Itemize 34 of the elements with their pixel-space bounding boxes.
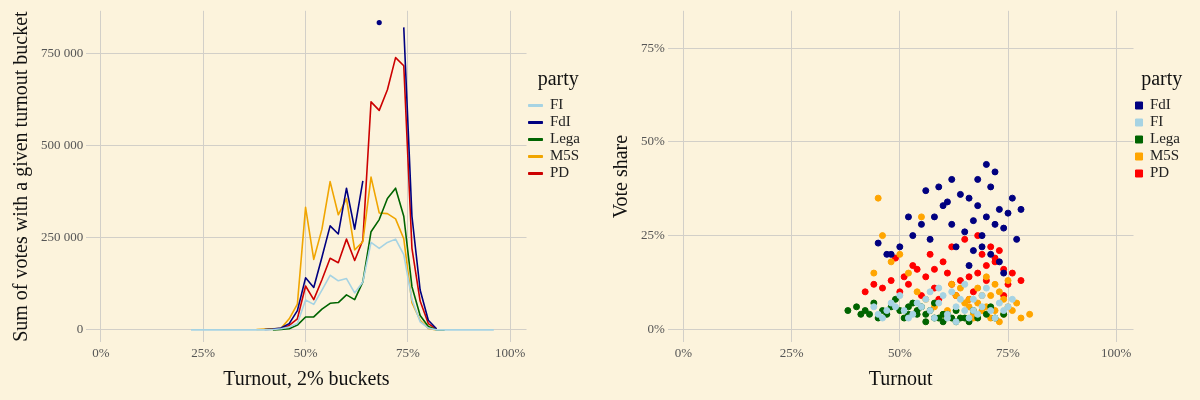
x-axis-title: Turnout, 2% buckets: [223, 367, 390, 390]
x-axis-title: Turnout: [868, 367, 933, 390]
y-tick-label: 500 000: [41, 136, 84, 152]
x-tick-label: 100%: [1101, 344, 1132, 360]
x-tick-label: 0%: [92, 344, 110, 360]
y-tick-label: 250 000: [41, 229, 84, 245]
x-tick-label: 0%: [674, 344, 693, 360]
legend-label: Lega: [1150, 130, 1181, 147]
x-tick-label: 50%: [293, 344, 318, 360]
y-tick-label: 750 000: [41, 44, 84, 60]
y-axis-title: Vote share: [609, 134, 632, 219]
x-tick-label: 25%: [779, 344, 804, 360]
legend-label: FdI: [1150, 96, 1171, 113]
x-tick-label: 75%: [395, 344, 420, 360]
legend-label: PD: [550, 164, 570, 181]
y-tick-label: 50%: [640, 133, 665, 149]
x-tick-label: 75%: [996, 344, 1021, 360]
legend-label: PD: [1150, 164, 1170, 181]
y-tick-label: 75%: [640, 39, 665, 55]
y-axis-title: Sum of votes with a given turnout bucket: [9, 10, 33, 342]
x-tick-label: 25%: [191, 344, 216, 360]
x-tick-label: 50%: [887, 344, 912, 360]
y-tick-label: 0%: [647, 320, 665, 336]
legend-label: Lega: [550, 130, 581, 147]
legend-title: party: [1141, 67, 1183, 91]
legend-title: party: [537, 67, 579, 91]
legend-label: FI: [1150, 113, 1164, 130]
legend-label: M5S: [550, 147, 580, 164]
y-tick-label: 0: [76, 321, 84, 337]
legend-label: FI: [550, 96, 564, 113]
legend-label: FdI: [550, 113, 571, 130]
legend-label: M5S: [1150, 147, 1180, 164]
x-tick-label: 100%: [494, 344, 526, 360]
y-tick-label: 25%: [640, 227, 665, 243]
